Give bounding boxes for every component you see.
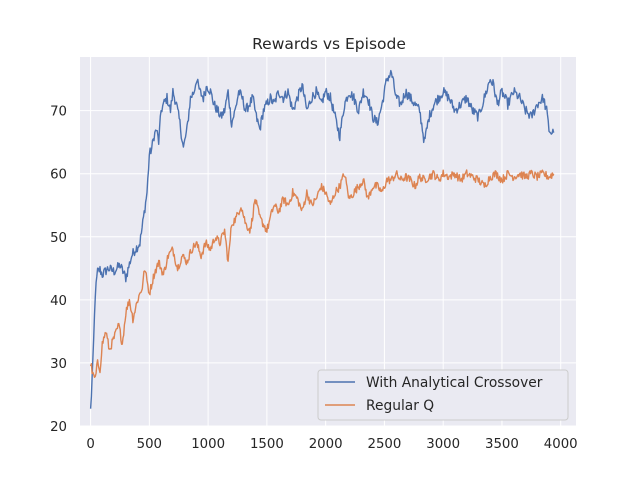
y-tick-label: 50 (50, 231, 67, 246)
y-tick-label: 60 (50, 168, 67, 183)
legend-label-regular-q: Regular Q (366, 398, 434, 414)
y-tick-label: 70 (50, 105, 67, 120)
chart-title: Rewards vs Episode (252, 35, 406, 53)
x-tick-label: 2000 (309, 437, 343, 452)
x-tick-label: 1000 (191, 437, 225, 452)
x-tick-label: 500 (137, 437, 162, 452)
series-line-analytical-crossover (89, 69, 555, 409)
y-tick-label: 20 (50, 420, 67, 435)
y-axis: 20 30 40 50 60 70 (50, 105, 67, 435)
y-tick-label: 40 (50, 294, 67, 309)
grid-lines (80, 57, 576, 427)
x-axis: 0 500 1000 1500 2000 2500 3000 3500 4000 (86, 437, 577, 452)
series-line-regular-q (89, 169, 555, 378)
legend-label-analytical-crossover: With Analytical Crossover (366, 375, 543, 391)
series-layer (89, 69, 555, 409)
x-tick-label: 2500 (367, 437, 401, 452)
legend: With Analytical Crossover Regular Q (317, 369, 569, 421)
x-tick-label: 1500 (250, 437, 284, 452)
plot-area (80, 57, 576, 426)
x-tick-label: 3500 (485, 437, 519, 452)
x-tick-label: 0 (86, 437, 94, 452)
y-tick-label: 30 (50, 357, 67, 372)
x-tick-label: 3000 (426, 437, 460, 452)
x-tick-label: 4000 (544, 437, 578, 452)
legend-box (317, 369, 569, 421)
